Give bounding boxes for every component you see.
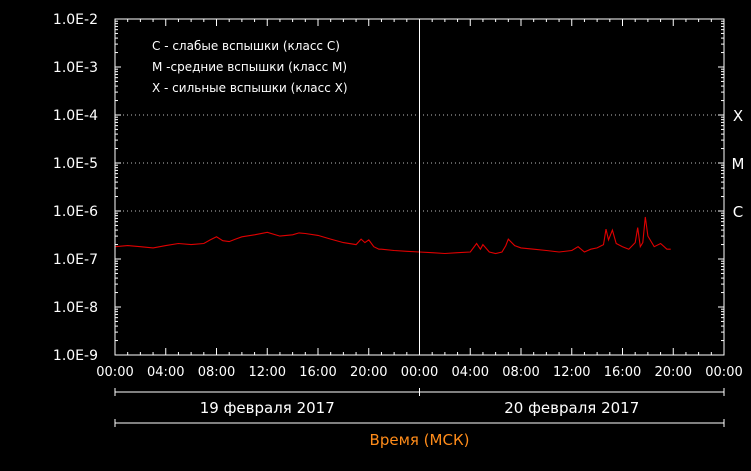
x-tick-label: 00:00: [96, 365, 133, 380]
day-label: 20 февраля 2017: [504, 399, 639, 417]
x-tick-label: 08:00: [502, 365, 539, 380]
y-tick-label: 1.0E-8: [53, 300, 98, 316]
x-tick-label: 12:00: [249, 365, 286, 380]
x-tick-label: 16:00: [604, 365, 641, 380]
y-tick-label: 1.0E-4: [53, 108, 98, 124]
day-label: 19 февраля 2017: [200, 399, 335, 417]
y-tick-label: 1.0E-3: [53, 60, 98, 76]
legend-entry: M -средние вспышки (класс M): [152, 60, 347, 74]
flux-series-line: [114, 216, 671, 255]
y-tick-label: 1.0E-2: [53, 12, 98, 28]
flux-series-layer: [114, 216, 671, 255]
x-tick-label: 12:00: [553, 365, 590, 380]
x-tick-label: 00:00: [705, 365, 742, 380]
y-tick-label: 1.0E-6: [53, 204, 98, 220]
y-tick-label: 1.0E-5: [53, 156, 98, 172]
flare-class-label-c: C: [733, 203, 743, 221]
x-tick-label: 04:00: [147, 365, 184, 380]
y-axis-ticks: 1.0E-2 1.0E-3 1.0E-4 1.0E-5 1.0E-6 1.0E-7 1.0E…: [53, 12, 724, 364]
legend-entry: X - сильные вспышки (класс X): [152, 81, 348, 95]
x-tick-label: 04:00: [452, 365, 489, 380]
y-tick-label: 1.0E-9: [53, 348, 98, 364]
legend: C - слабые вспышки (класс C) M -средние в…: [152, 39, 348, 95]
x-axis-ticks: 00:00 04:00 08:00 12:00 16:00 20:00 00:00 04:00…: [96, 19, 743, 380]
flare-class-label-m: M: [732, 155, 745, 173]
x-tick-label: 20:00: [350, 365, 387, 380]
flare-class-label-x: X: [733, 107, 743, 125]
x-tick-label: 00:00: [401, 365, 438, 380]
y-tick-label: 1.0E-7: [53, 252, 98, 268]
x-tick-label: 16:00: [299, 365, 336, 380]
x-tick-label: 08:00: [198, 365, 235, 380]
legend-entry: C - слабые вспышки (класс C): [152, 39, 340, 53]
x-axis-title: Время (МСК): [370, 431, 470, 449]
day-labels: 19 февраля 2017 20 февраля 2017: [114, 388, 725, 427]
flare-class-labels: X M C: [732, 107, 745, 221]
x-tick-label: 20:00: [655, 365, 692, 380]
